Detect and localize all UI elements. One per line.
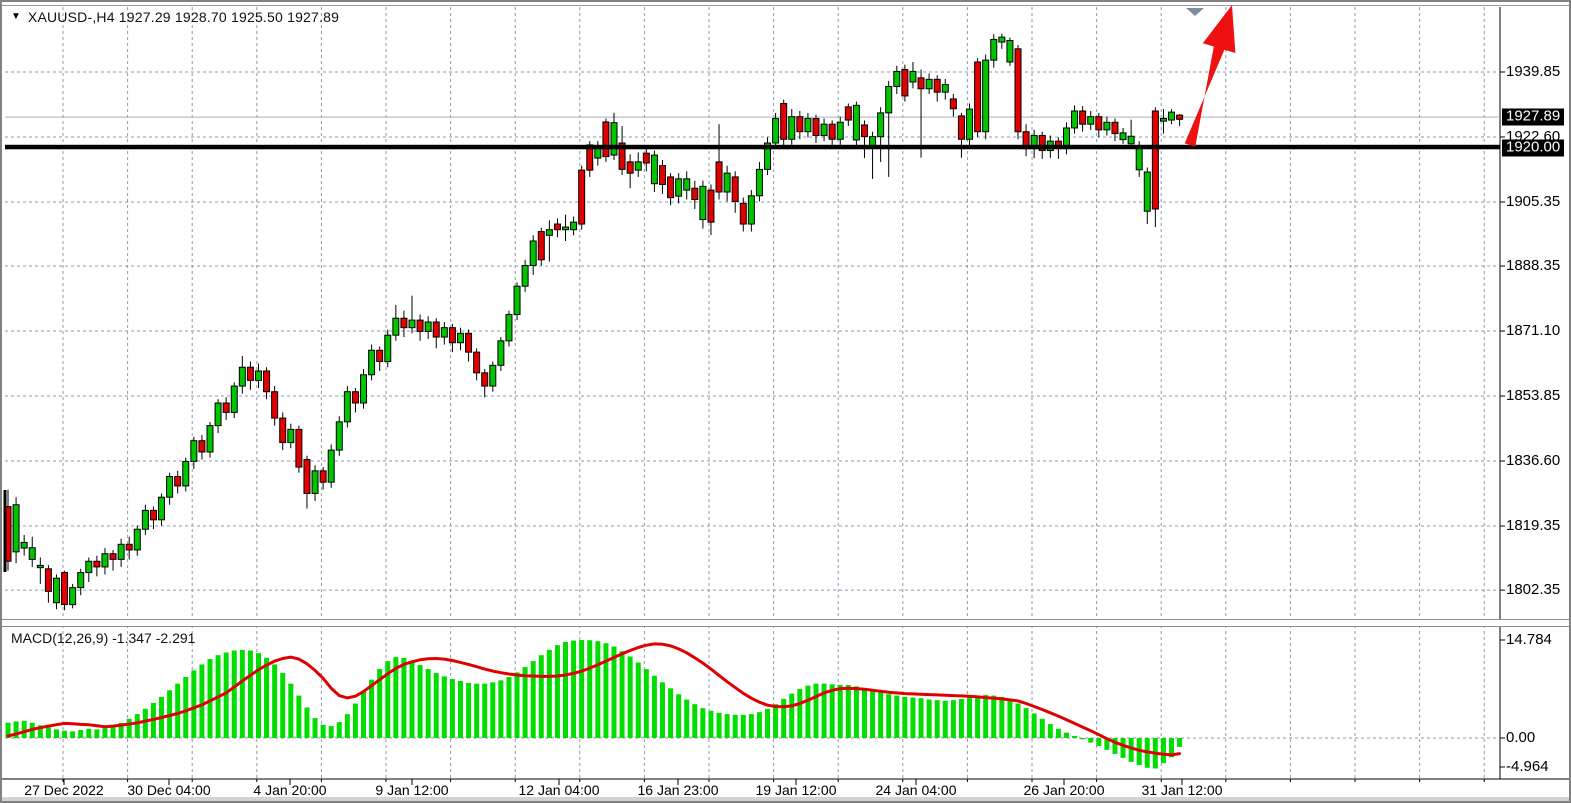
time-tick-label: 26 Jan 20:00 <box>1023 782 1105 798</box>
chart-title-ohlc: XAUUSD-,H4 1927.29 1928.70 1925.50 1927.… <box>27 9 340 25</box>
time-tick-label: 30 Dec 04:00 <box>127 782 211 798</box>
price-tick-label: 1905.35 <box>1506 192 1561 210</box>
time-tick-label: 12 Jan 04:00 <box>518 782 600 798</box>
macd-level-label: -4.964 <box>1506 758 1549 775</box>
macd-indicator-label: MACD(12,26,9) -1.347 -2.291 <box>11 630 196 646</box>
price-tick-label: 1939.85 <box>1506 63 1561 80</box>
price-tick-label: 1888.35 <box>1506 257 1561 275</box>
price-tick-label: 1871.10 <box>1506 322 1561 340</box>
price-tick-label: 1836.60 <box>1506 452 1561 470</box>
current-price-label: 1927.89 <box>1502 108 1565 126</box>
chart-header: ▼ XAUUSD-,H4 1927.29 1928.70 1925.50 192… <box>11 9 339 25</box>
time-tick-label: 16 Jan 23:00 <box>637 782 719 798</box>
candles <box>4 33 1184 611</box>
time-tick-label: 19 Jan 12:00 <box>755 782 837 798</box>
price-chart-surface[interactable] <box>5 7 1500 619</box>
chart-shift-marker-icon <box>1186 8 1204 16</box>
time-tick-label: 9 Jan 12:00 <box>375 782 449 798</box>
hline-price-label: 1920.00 <box>1502 139 1565 157</box>
panel-divider[interactable] <box>2 619 1569 627</box>
time-tick-label: 27 Dec 2022 <box>24 782 104 798</box>
price-tick-label: 1802.35 <box>1506 581 1561 599</box>
price-tick-label: 1922.60 <box>1506 127 1561 145</box>
macd-level-label: 0.00 <box>1506 729 1536 746</box>
time-tick-label: 24 Jan 04:00 <box>875 782 957 798</box>
price-tick-label: 1819.35 <box>1506 517 1561 535</box>
symbol-dropdown-icon[interactable]: ▼ <box>11 11 21 22</box>
time-tick-label: 31 Jan 12:00 <box>1141 782 1223 798</box>
macd-level-label: 14.784 <box>1506 631 1552 648</box>
red-up-arrow <box>1184 5 1236 147</box>
macd-chart-surface[interactable] <box>5 625 1500 779</box>
time-tick-label: 4 Jan 20:00 <box>253 782 327 798</box>
window-bottom-strip <box>2 797 1569 801</box>
price-tick-label: 1853.85 <box>1506 387 1561 405</box>
